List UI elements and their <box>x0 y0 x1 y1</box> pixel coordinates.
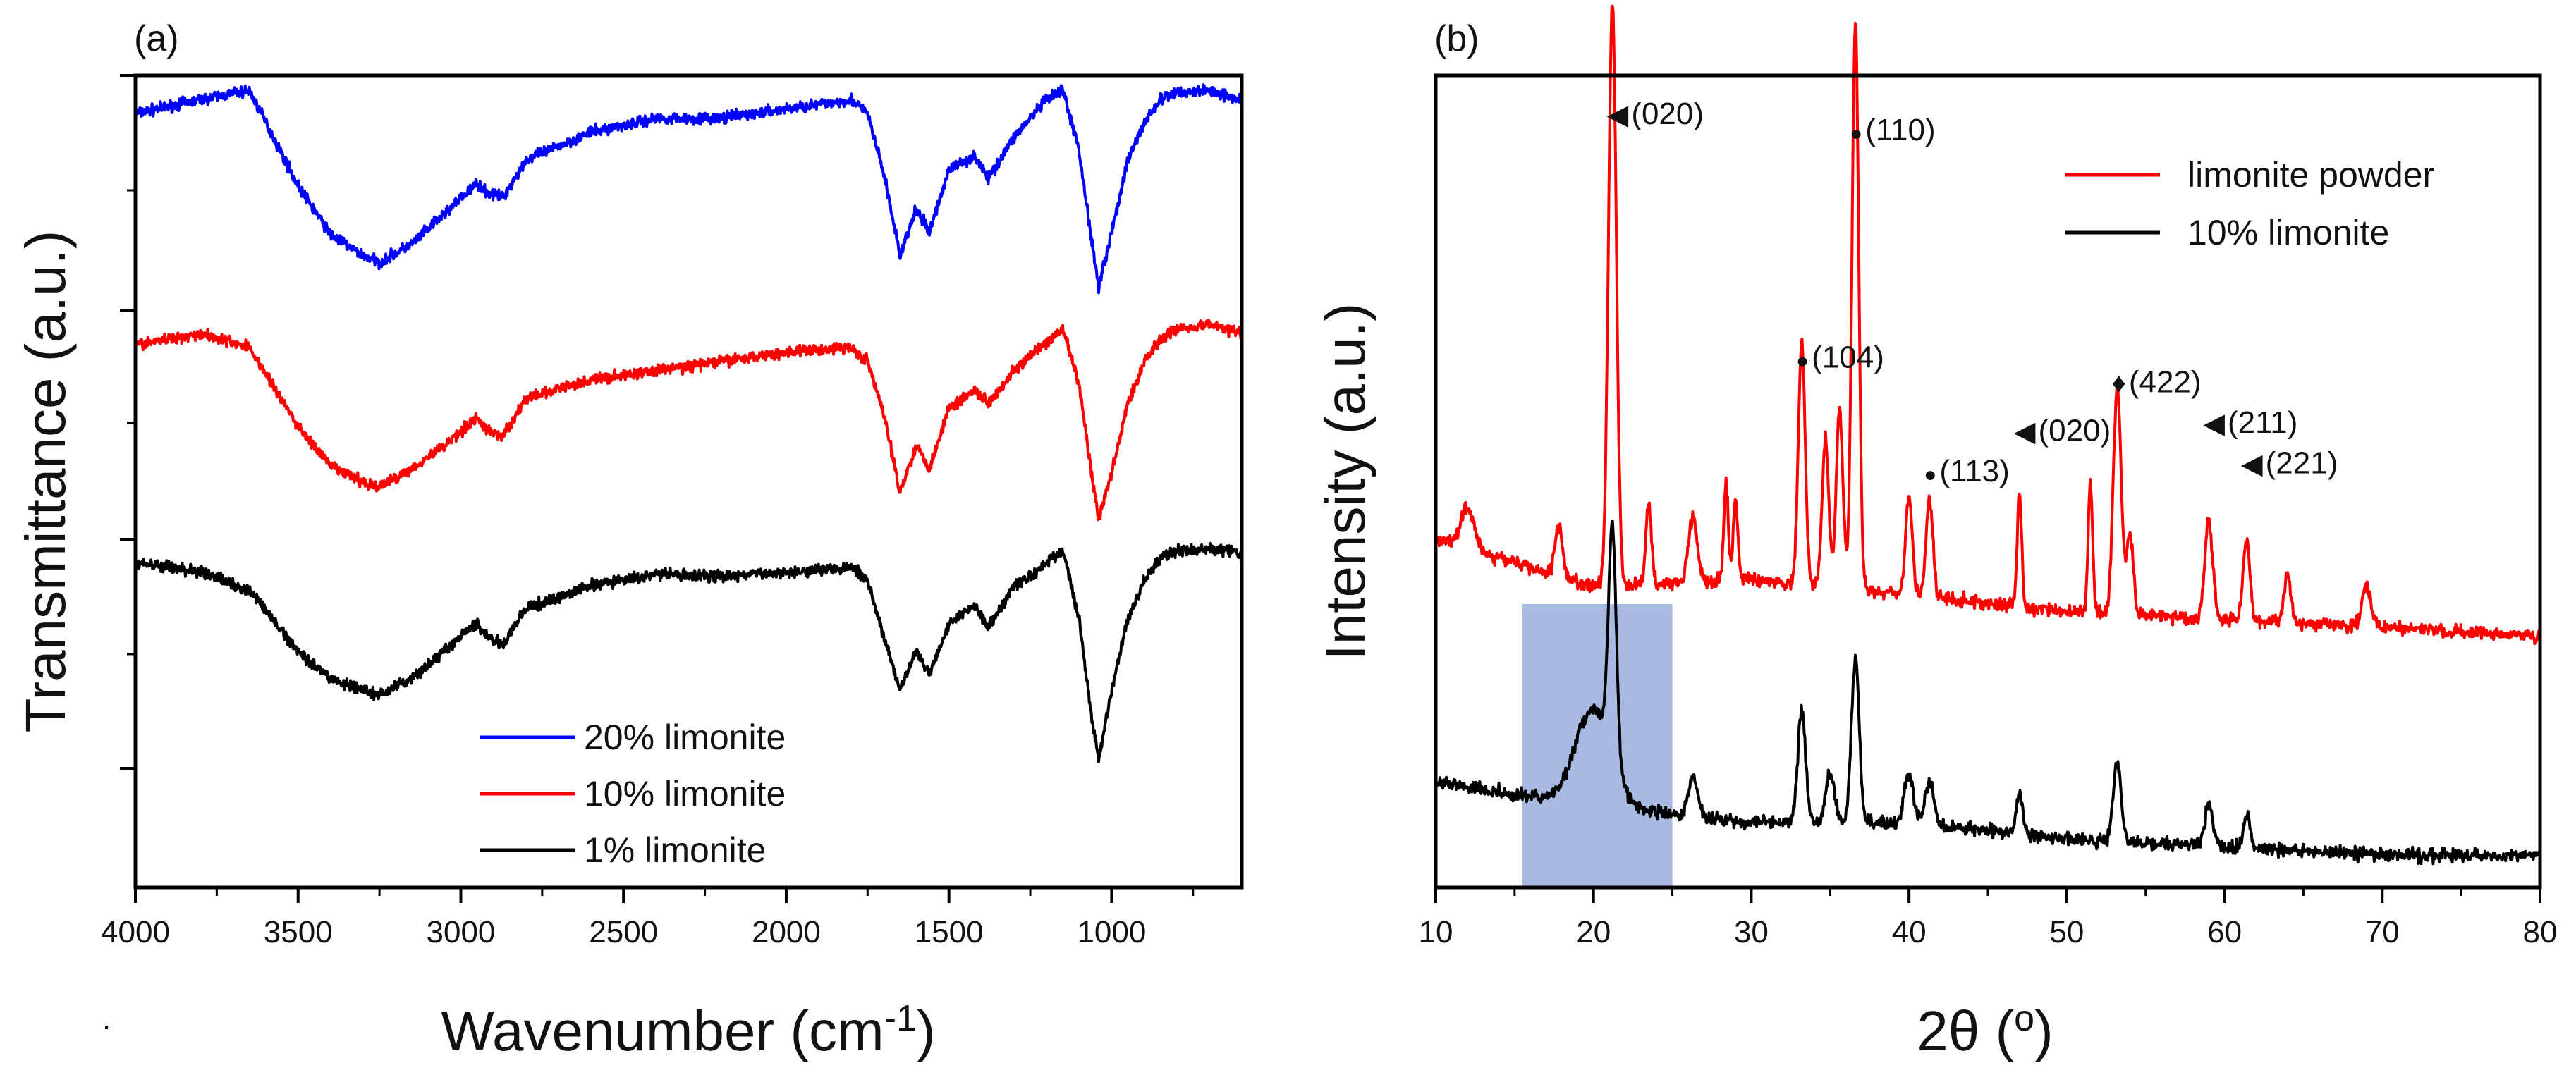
b-x-tick-label: 70 <box>2365 915 2400 949</box>
panel-a-x-ticks: 4000 3500 3000 2500 2000 1500 1000 <box>101 887 1195 949</box>
panel-b-xrd: (b) 10 20 30 40 50 60 70 80 ◀(020) ●(110) ●(104) ♦… <box>1314 4 2558 1062</box>
a-x-tick-label: 3500 <box>264 915 333 949</box>
panel-a-ftir: (a) 4000 3500 3000 2500 2000 1500 1000 Wavenum… <box>14 18 1244 1062</box>
panel-a-label: (a) <box>134 18 179 59</box>
panel-a-y-axis-title: Transmittance (a.u.) <box>14 230 77 733</box>
a-legend-label: 20% limonite <box>584 718 786 757</box>
peak-annotation: ◀(020) <box>2014 413 2111 448</box>
b-x-tick-label: 60 <box>2207 915 2242 949</box>
peak-annotation: ●(110) <box>1850 113 1936 147</box>
a-x-tick-label: 1000 <box>1077 915 1146 949</box>
panel-a-y-ticks <box>120 74 135 770</box>
panel-b-peak-annotations: ◀(020)●(110)●(104)♦(422)◀(020) ◀(211)●(11… <box>1607 97 2338 488</box>
stray-dot: . <box>102 1002 111 1036</box>
panel-b-y-axis-title: Intensity (a.u.) <box>1314 303 1376 660</box>
b-x-tick-label: 30 <box>1734 915 1769 949</box>
b-legend-label: limonite powder <box>2187 155 2434 195</box>
b-x-tick-label: 10 <box>1419 915 1453 949</box>
xrd-line-2 <box>1434 520 2541 866</box>
b-x-tick-label: 20 <box>1576 915 1611 949</box>
a-x-tick-label: 3000 <box>427 915 496 949</box>
panel-b-legend: limonite powder 10% limonite <box>2065 155 2434 252</box>
b-x-tick-label: 40 <box>1892 915 1927 949</box>
b-x-tick-label: 50 <box>2049 915 2084 949</box>
peak-annotation: ●(113) <box>1924 454 2010 488</box>
peak-annotation: ◀(020) <box>1607 97 1704 131</box>
a-x-tick-label: 1500 <box>915 915 984 949</box>
peak-annotation: ◀(221) <box>2241 445 2338 480</box>
panel-b-x-ticks: 10 20 30 40 50 60 70 80 <box>1419 887 2558 949</box>
peak-annotation: ♦(422) <box>2111 364 2201 399</box>
panel-a-x-axis-title: Wavenumber (cm-1) <box>441 998 935 1062</box>
xrd-line-1 <box>1434 4 2541 646</box>
a-legend-label: 10% limonite <box>584 774 786 813</box>
b-legend-label: 10% limonite <box>2187 213 2389 252</box>
panel-a-legend: 20% limonite 10% limonite 1% limonite <box>480 718 786 870</box>
panel-a-plot-frame <box>133 73 1244 890</box>
peak-annotation: ●(104) <box>1796 340 1884 375</box>
b-x-tick-label: 80 <box>2523 915 2558 949</box>
ftir-line-3 <box>134 541 1243 763</box>
panel-a-series <box>134 83 1243 763</box>
ftir-line-2 <box>134 319 1243 522</box>
a-x-tick-label: 2000 <box>752 915 821 949</box>
panel-b-series <box>1434 4 2541 866</box>
ftir-line-1 <box>134 83 1243 295</box>
a-legend-label: 1% limonite <box>584 830 766 870</box>
panel-b-x-axis-title: 2θ (o) <box>1917 998 2053 1062</box>
a-x-tick-label: 2500 <box>589 915 658 949</box>
highlight-band <box>1522 604 1673 887</box>
panel-b-label: (b) <box>1434 18 1479 59</box>
peak-annotation: ◀(211) <box>2203 405 2297 440</box>
a-x-tick-label: 4000 <box>101 915 170 949</box>
